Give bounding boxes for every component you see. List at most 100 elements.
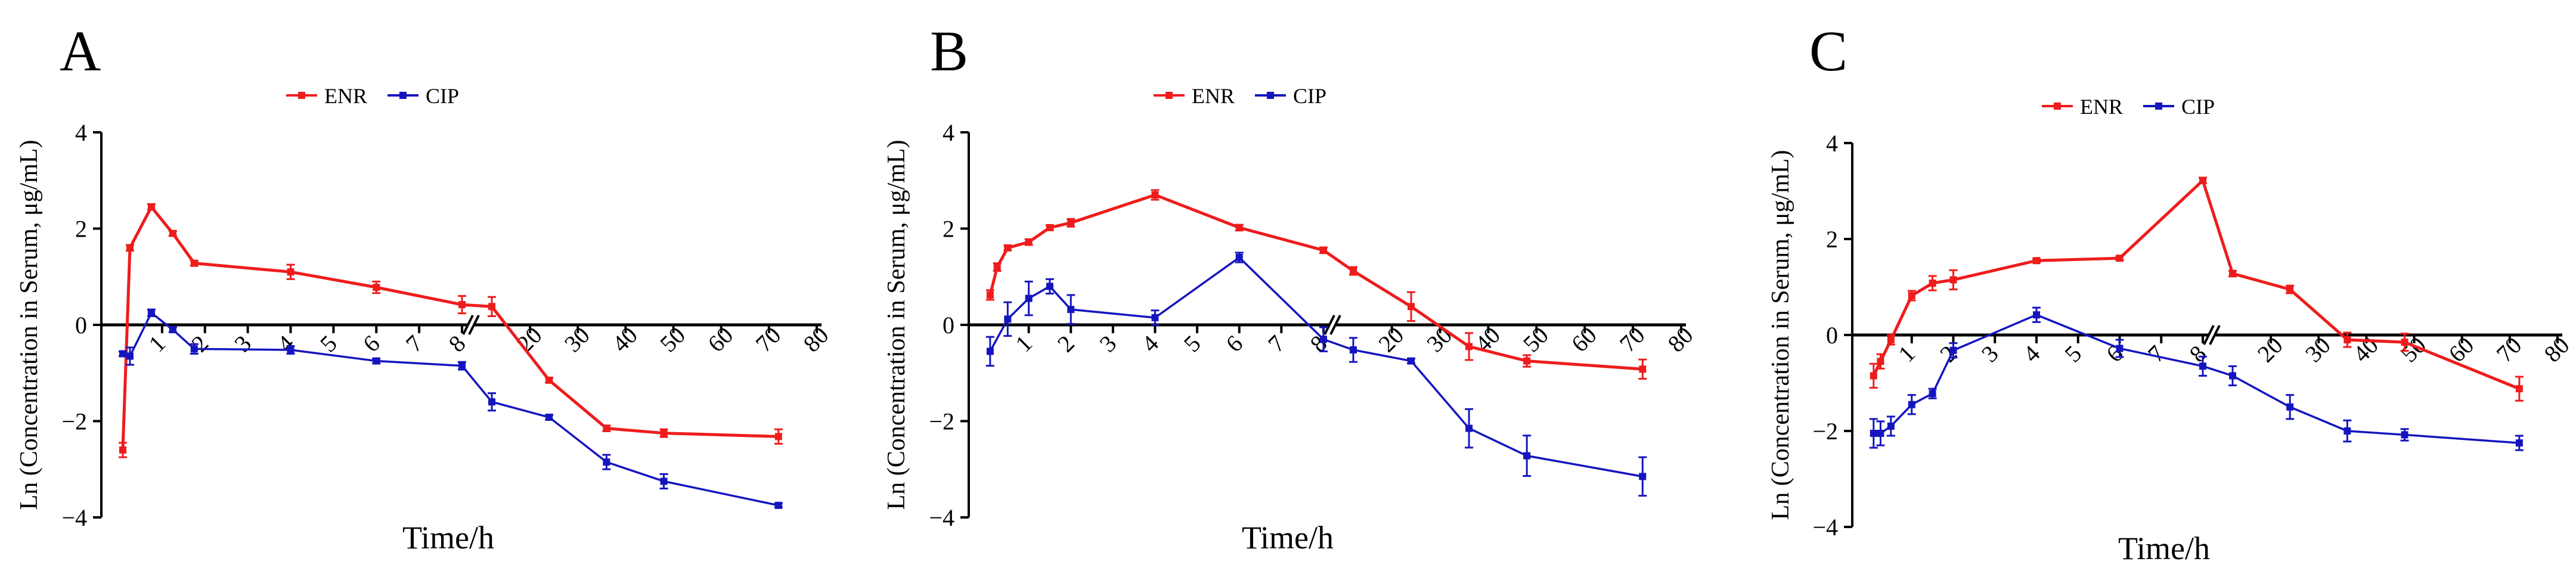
axis-break-mark	[1329, 315, 1341, 335]
legend-item-enr: ENR	[2042, 95, 2123, 119]
data-point	[2229, 372, 2236, 380]
data-point	[1877, 430, 1884, 438]
data-point	[488, 398, 495, 406]
data-point	[1320, 246, 1327, 254]
data-point	[2199, 362, 2206, 370]
legend-marker	[298, 92, 305, 99]
series-line	[1873, 314, 2520, 444]
data-point	[1235, 253, 1243, 261]
y-tick-label: −4	[929, 504, 954, 531]
x-axis-label: Time/h	[2118, 531, 2210, 566]
x-axis-label: Time/h	[1242, 520, 1334, 556]
panel-letter: B	[930, 19, 968, 83]
data-point	[1949, 346, 1957, 354]
x-tick-label: 1	[1010, 330, 1037, 357]
data-point	[1320, 336, 1327, 343]
data-point	[1887, 422, 1895, 430]
x-tick-label: 40	[2348, 331, 2383, 367]
series-cip	[1869, 306, 2524, 451]
x-tick-label: 80	[798, 321, 834, 357]
data-point	[1639, 365, 1647, 373]
series-enr	[118, 203, 783, 458]
x-tick-label: 60	[702, 321, 738, 357]
legend-marker	[399, 92, 407, 99]
data-point	[1408, 357, 1415, 365]
y-tick-label: −2	[929, 408, 954, 435]
data-point	[126, 352, 134, 360]
y-axis-label: Ln (Concentration in Serum, μg/mL)	[16, 140, 43, 510]
series-enr	[1869, 176, 2524, 402]
data-point	[190, 259, 198, 267]
y-tick-label: −4	[61, 504, 87, 531]
data-point	[1523, 452, 1531, 460]
data-point	[1929, 390, 1936, 398]
data-point	[545, 414, 553, 421]
data-point	[1887, 336, 1895, 344]
y-tick-label: −2	[61, 408, 87, 435]
x-tick-label: 4	[272, 330, 299, 357]
data-point	[1929, 280, 1936, 287]
y-tick-label: 0	[1826, 322, 1838, 349]
data-point	[993, 263, 1001, 271]
data-point	[1046, 283, 1053, 290]
data-point	[287, 346, 295, 353]
data-point	[2116, 345, 2124, 352]
legend-marker	[1165, 92, 1173, 99]
legend-item-cip: CIP	[2143, 95, 2215, 119]
data-point	[1046, 224, 1053, 231]
data-point	[2286, 286, 2294, 293]
x-tick-label: 3	[1094, 330, 1121, 357]
legend-label: ENR	[1192, 84, 1235, 108]
legend-label: ENR	[324, 84, 367, 108]
axis-break-mark	[468, 315, 480, 335]
x-axis-label: Time/h	[402, 520, 494, 556]
data-point	[119, 446, 126, 454]
x-tick-label: 8	[444, 330, 471, 357]
axis-break-mark	[1323, 315, 1335, 335]
y-tick-label: 4	[75, 119, 87, 146]
axis-break-mark	[2209, 325, 2221, 345]
data-point	[2515, 439, 2523, 447]
data-point	[2116, 255, 2124, 262]
series-line	[1872, 178, 2520, 390]
y-tick-label: 2	[1826, 226, 1838, 253]
data-point	[373, 357, 380, 365]
x-tick-label: 5	[2059, 340, 2087, 367]
x-tick-label: 40	[607, 321, 643, 357]
data-point	[1949, 276, 1957, 284]
x-tick-label: 7	[401, 330, 428, 357]
x-tick-label: 1	[1893, 340, 1920, 367]
data-point	[1870, 430, 1877, 438]
data-point	[2401, 339, 2408, 346]
x-tick-label: 50	[655, 321, 690, 357]
data-point	[1067, 219, 1075, 227]
legend-label: CIP	[2181, 95, 2215, 119]
data-point	[147, 203, 155, 211]
data-point	[169, 326, 176, 334]
data-point	[1465, 424, 1473, 432]
data-point	[2033, 257, 2040, 265]
x-tick-label: 6	[1220, 330, 1248, 357]
x-tick-label: 4	[2018, 340, 2045, 367]
data-point	[1350, 267, 1357, 275]
data-point	[1151, 191, 1159, 198]
data-point	[2343, 427, 2351, 435]
x-tick-label: 60	[2443, 331, 2479, 367]
x-tick-label: 6	[358, 330, 385, 357]
data-point	[1004, 244, 1012, 252]
legend-item-enr: ENR	[1154, 84, 1235, 108]
legend-item-cip: CIP	[1255, 84, 1326, 108]
y-tick-label: 2	[75, 216, 87, 243]
x-tick-label: 2	[1935, 340, 1962, 367]
data-point	[660, 429, 668, 437]
series-line	[121, 204, 779, 451]
axis-break-mark	[462, 315, 474, 335]
data-point	[488, 303, 495, 311]
x-tick-label: 70	[2491, 331, 2527, 367]
x-tick-label: 30	[2300, 331, 2336, 367]
series-cip	[118, 308, 783, 509]
y-tick-label: 0	[943, 312, 954, 339]
y-axis-label: Ln (Concentration in Serum, μg/mL)	[883, 140, 910, 510]
data-point	[2199, 176, 2206, 184]
